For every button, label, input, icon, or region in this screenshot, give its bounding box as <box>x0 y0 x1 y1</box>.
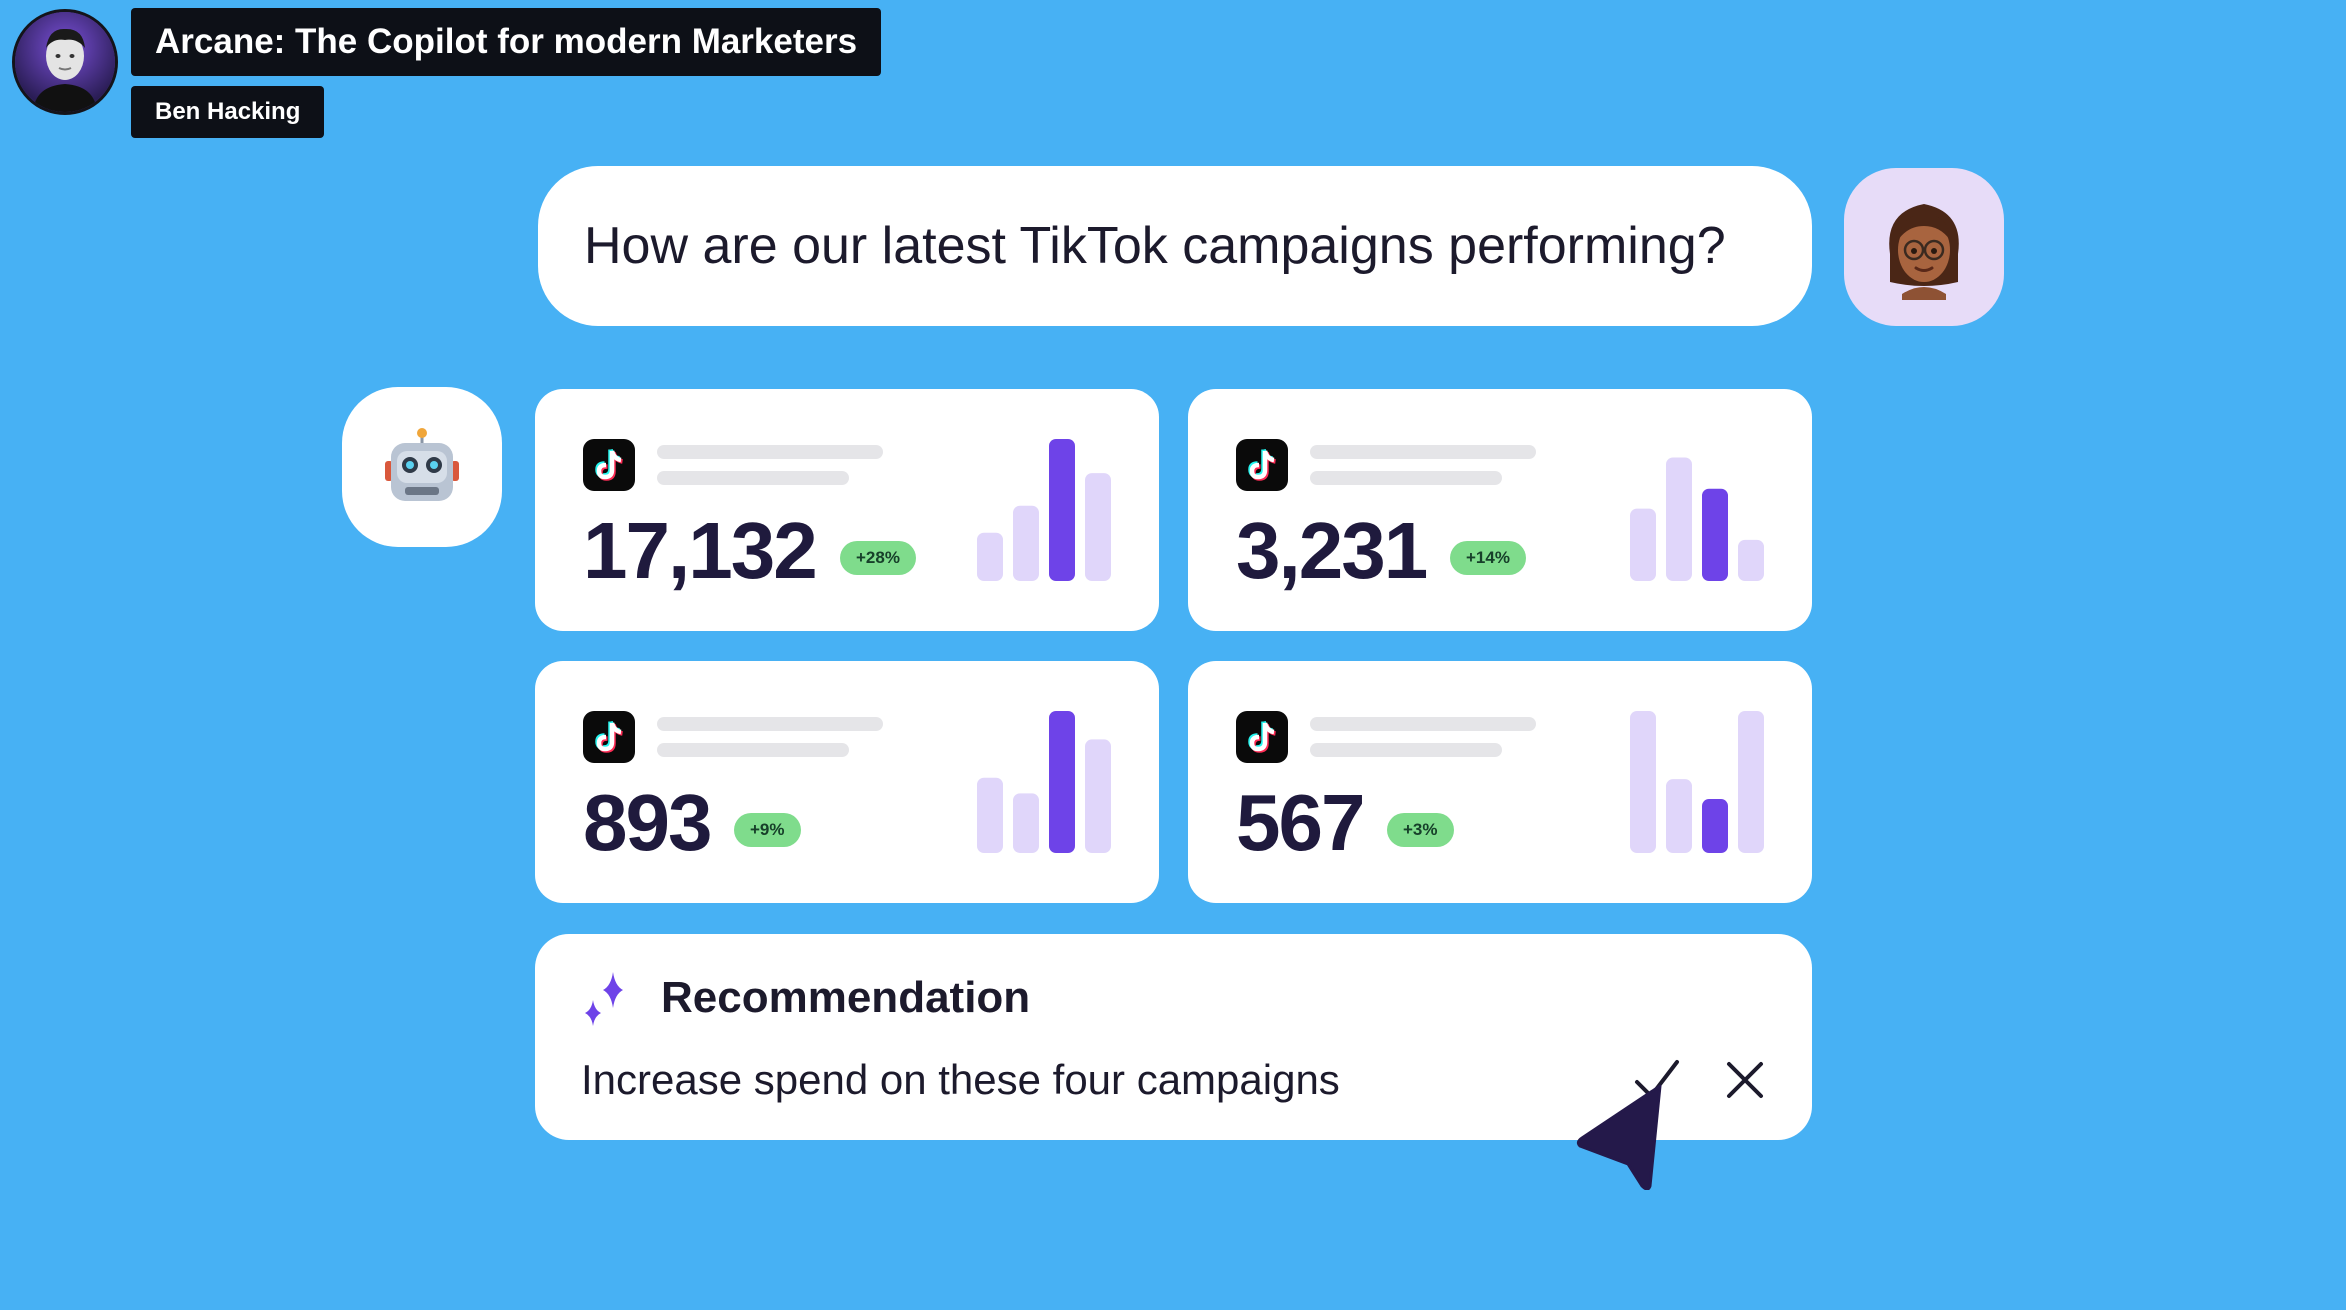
mini-bar <box>1049 711 1075 853</box>
user-question-text: How are our latest TikTok campaigns perf… <box>584 217 1726 275</box>
placeholder-line <box>657 445 883 459</box>
placeholder-line <box>1310 743 1502 757</box>
mini-bar <box>1013 793 1039 853</box>
change-badge: +3% <box>1387 813 1454 847</box>
close-icon[interactable] <box>1723 1058 1767 1102</box>
tiktok-logo-icon <box>1236 439 1288 491</box>
metric-card: 3,231 +14% <box>1188 389 1812 631</box>
mini-bar <box>1666 779 1692 853</box>
mini-bar <box>1702 799 1728 853</box>
robot-emoji-icon <box>385 428 459 501</box>
placeholder-line <box>1310 445 1536 459</box>
mini-bar <box>1630 508 1656 581</box>
metric-card: 17,132 +28% <box>535 389 1159 631</box>
recommendation-text: Increase spend on these four campaigns <box>581 1056 1340 1103</box>
mini-bar-chart <box>977 711 1111 853</box>
tiktok-logo-icon <box>583 711 635 763</box>
mini-bar <box>1702 488 1728 581</box>
change-badge: +28% <box>840 541 916 575</box>
woman-emoji-avatar-icon <box>1889 204 1959 300</box>
presenter-avatar <box>12 9 118 115</box>
placeholder-line <box>1310 717 1536 731</box>
metric-value: 17,132 <box>583 506 818 595</box>
mini-bar <box>977 777 1003 853</box>
presenter-name: Ben Hacking <box>131 86 325 138</box>
mini-bar <box>1085 739 1111 853</box>
metric-value: 893 <box>583 778 712 867</box>
mini-bar <box>1738 539 1764 581</box>
sparkle-icon <box>585 972 623 1026</box>
mouse-cursor-icon <box>1576 1084 1662 1190</box>
metric-value: 3,231 <box>1236 506 1428 595</box>
mini-bar-chart <box>1630 457 1764 581</box>
placeholder-line <box>1310 471 1502 485</box>
change-badge: +14% <box>1450 541 1526 575</box>
mini-bar <box>1666 457 1692 581</box>
mini-bar-chart <box>977 439 1111 581</box>
user-avatar <box>1844 168 2004 326</box>
metric-card: 567 +3% <box>1188 661 1812 903</box>
bot-avatar <box>342 387 502 547</box>
placeholder-line <box>657 471 849 485</box>
placeholder-line <box>657 743 849 757</box>
mini-bar <box>1049 439 1075 581</box>
recommendation-card: Recommendation Increase spend on these f… <box>535 934 1812 1140</box>
mini-bar <box>1630 711 1656 853</box>
user-question-bubble: How are our latest TikTok campaigns perf… <box>538 166 1812 326</box>
change-badge: +9% <box>734 813 801 847</box>
tiktok-logo-icon <box>583 439 635 491</box>
tiktok-logo-icon <box>1236 711 1288 763</box>
mini-bar <box>977 532 1003 581</box>
mini-bar <box>1013 505 1039 581</box>
placeholder-line <box>657 717 883 731</box>
recommendation-title: Recommendation <box>661 973 1031 1022</box>
mini-bar <box>1738 711 1764 853</box>
video-title: Arcane: The Copilot for modern Marketers <box>131 8 882 76</box>
mini-bar <box>1085 473 1111 581</box>
presenter-photo-icon <box>15 12 115 112</box>
metric-value: 567 <box>1236 778 1365 867</box>
mini-bar-chart <box>1630 711 1764 853</box>
metric-card: 893 +9% <box>535 661 1159 903</box>
